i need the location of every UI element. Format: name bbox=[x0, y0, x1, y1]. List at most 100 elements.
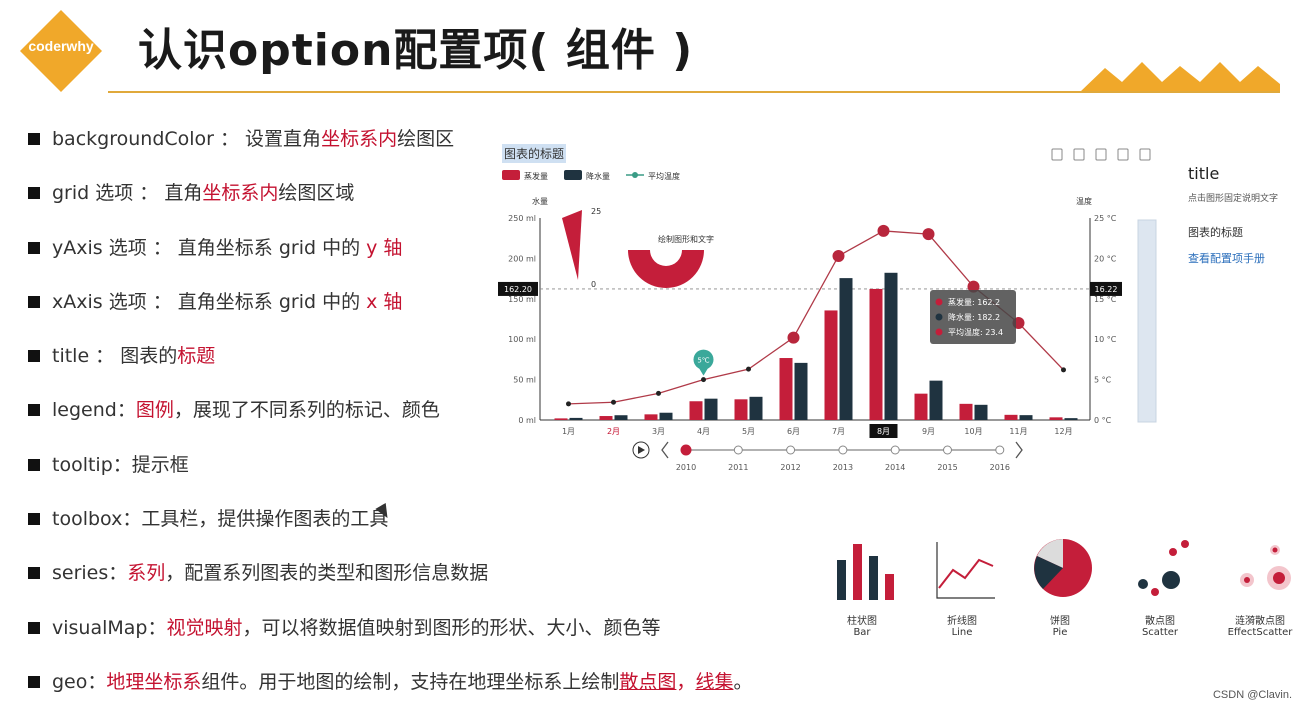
y-right-tick-label: 10 °C bbox=[1094, 335, 1117, 344]
bullet-list: backgroundColor ： 设置直角坐标系内绘图区 grid 选项 ： 直… bbox=[26, 126, 826, 713]
data-view-icon bbox=[1051, 148, 1063, 161]
graphic-text: 绘制图形和文字 bbox=[658, 234, 714, 244]
bullet-item: yAxis 选项 ： 直角坐标系 grid 中的 y 轴 bbox=[26, 235, 826, 289]
temperature-point bbox=[656, 390, 661, 396]
highlight-text: 散点图 bbox=[619, 670, 677, 693]
chart-type-gallery: 柱状图 Bar 折线图 Line 饼图 Pie 散点图 Scatter bbox=[820, 536, 1308, 656]
effect-scatter-icon bbox=[1240, 545, 1291, 590]
legend-label: 平均温度 bbox=[648, 171, 680, 181]
x-tick-label: 9月 bbox=[922, 427, 935, 436]
side-chart-title: 图表的标题 bbox=[1188, 226, 1243, 239]
markpoint-pin bbox=[693, 349, 714, 370]
bar-precipitation bbox=[839, 278, 853, 420]
x-tick-label: 4月 bbox=[697, 427, 710, 436]
markpoint-pin-tip bbox=[697, 365, 710, 376]
bar-precipitation bbox=[659, 412, 673, 420]
x-tick-label: 2月 bbox=[607, 427, 620, 436]
bullet-item: tooltip：提示框 bbox=[26, 452, 826, 506]
timeline-node bbox=[890, 445, 900, 455]
temperature-point bbox=[922, 228, 935, 241]
bar-precipitation bbox=[974, 404, 988, 420]
bar-precipitation bbox=[614, 415, 628, 420]
x-tick-label: 3月 bbox=[652, 427, 665, 436]
chart-type-label: 涟漪散点图 bbox=[1235, 616, 1285, 627]
y-left-tick-label: 250 ml bbox=[508, 214, 536, 223]
chart-type-label-en: EffectScatter bbox=[1227, 627, 1293, 638]
save-icon bbox=[1139, 148, 1151, 161]
bullet-text: visualMap：视觉映射，可以将数据值映射到图形的形状、大小、颜色等 bbox=[52, 615, 661, 641]
bar-evaporation bbox=[824, 310, 838, 420]
bullet-text: geo：地理坐标系组件。用于地图的绘制，支持在地理坐标系上绘制散点图，线集。 bbox=[52, 669, 752, 695]
bullet-text: backgroundColor ： 设置直角坐标系内绘图区 bbox=[52, 126, 454, 152]
temperature-point bbox=[967, 280, 980, 293]
timeline-year-label: 2010 bbox=[676, 463, 696, 472]
timeline-year-label: 2016 bbox=[990, 463, 1010, 472]
plain-text: tooltip：提示框 bbox=[52, 453, 189, 476]
bar-precipitation bbox=[794, 362, 808, 420]
timeline-node bbox=[943, 445, 952, 455]
config-manual-link[interactable]: 查看配置项手册 bbox=[1188, 252, 1265, 265]
line-icon bbox=[1073, 148, 1085, 161]
chart-type-pie[interactable]: 饼图 Pie bbox=[1018, 536, 1102, 638]
plain-text: geo： bbox=[52, 670, 107, 693]
bullet-item: title ： 图表的标题 bbox=[26, 343, 826, 397]
tooltip-row: 降水量: 182.2 bbox=[948, 312, 1000, 322]
chart-type-scatter[interactable]: 散点图 Scatter bbox=[1118, 536, 1202, 638]
bullet-item: series：系列，配置系列图表的类型和图形信息数据 bbox=[26, 560, 826, 614]
bullet-text: grid 选项 ： 直角坐标系内绘图区域 bbox=[52, 180, 354, 206]
chart-type-label-en: Pie bbox=[1052, 627, 1068, 638]
temperature-point bbox=[566, 401, 571, 407]
bullet-item: legend：图例，展现了不同系列的标记、颜色 bbox=[26, 397, 826, 451]
bar-evaporation bbox=[869, 288, 883, 420]
y-left-axis-name: 水量 bbox=[532, 196, 548, 206]
temperature-point bbox=[787, 331, 800, 344]
plain-text: title ： 图表的 bbox=[52, 345, 178, 368]
x-tick-label: 1月 bbox=[562, 427, 575, 436]
plain-text: 组件。用于地图的绘制，支持在地理坐标系上绘制 bbox=[201, 670, 620, 693]
markpoint-label: 5℃ bbox=[697, 357, 709, 365]
bar-evaporation bbox=[734, 399, 748, 420]
plain-text: 。 bbox=[733, 670, 753, 693]
chart-type-label-en: Line bbox=[951, 627, 973, 638]
restore-icon bbox=[1117, 148, 1129, 161]
tooltip-row: 蒸发量: 162.2 bbox=[948, 297, 1000, 307]
decorative-waves bbox=[1080, 62, 1280, 92]
y-right-tick-label: 20 °C bbox=[1094, 254, 1117, 263]
bullet-item: grid 选项 ： 直角坐标系内绘图区域 bbox=[26, 180, 826, 234]
datazoom-slider bbox=[1137, 219, 1157, 423]
bar-icon bbox=[1095, 148, 1107, 161]
bar-evaporation bbox=[554, 418, 568, 420]
bullet-text: legend：图例，展现了不同系列的标记、颜色 bbox=[52, 397, 440, 423]
plain-text: legend： bbox=[52, 399, 136, 422]
bullet-square-icon bbox=[28, 675, 40, 688]
side-desc: 点击图形固定说明文字 bbox=[1188, 194, 1279, 204]
highlight-text: 坐标系内 bbox=[321, 128, 398, 150]
legend-label: 蒸发量 bbox=[524, 171, 548, 181]
timeline-year-label: 2011 bbox=[728, 463, 748, 472]
x-tick-label: 8月 bbox=[877, 427, 890, 436]
bar-evaporation bbox=[644, 414, 658, 420]
y-left-tick-label: 50 ml bbox=[513, 376, 536, 385]
tooltip-marker bbox=[935, 313, 943, 321]
legend-label: 降水量 bbox=[586, 171, 610, 181]
logo-text: coderwhy bbox=[28, 38, 94, 54]
bar-evaporation bbox=[779, 358, 793, 420]
chart-type-bar[interactable]: 柱状图 Bar bbox=[820, 536, 904, 638]
chart-type-effectscatter[interactable]: 涟漪散点图 EffectScatter bbox=[1218, 536, 1302, 638]
chart-type-line[interactable]: 折线图 Line bbox=[920, 536, 1004, 638]
bullet-square-icon bbox=[28, 350, 40, 363]
axis-pointer-label-right: 16.22 bbox=[1095, 285, 1118, 294]
highlight-text: 地理坐标系 bbox=[106, 670, 202, 693]
y-right-tick-label: 5 °C bbox=[1094, 376, 1112, 385]
highlight-text: 坐标系内 bbox=[202, 182, 279, 205]
bullet-square-icon bbox=[28, 621, 40, 634]
timeline-prev-icon bbox=[661, 441, 669, 459]
bullet-square-icon bbox=[28, 567, 40, 580]
bar-evaporation bbox=[689, 401, 703, 420]
chart-type-label: 散点图 bbox=[1145, 616, 1175, 627]
bar-precipitation bbox=[1064, 418, 1078, 420]
bullet-text: tooltip：提示框 bbox=[52, 452, 189, 478]
timeline-year-label: 2014 bbox=[885, 463, 905, 472]
highlight-text: y 轴 bbox=[366, 236, 403, 259]
y-right-tick-label: 25 °C bbox=[1094, 214, 1117, 223]
